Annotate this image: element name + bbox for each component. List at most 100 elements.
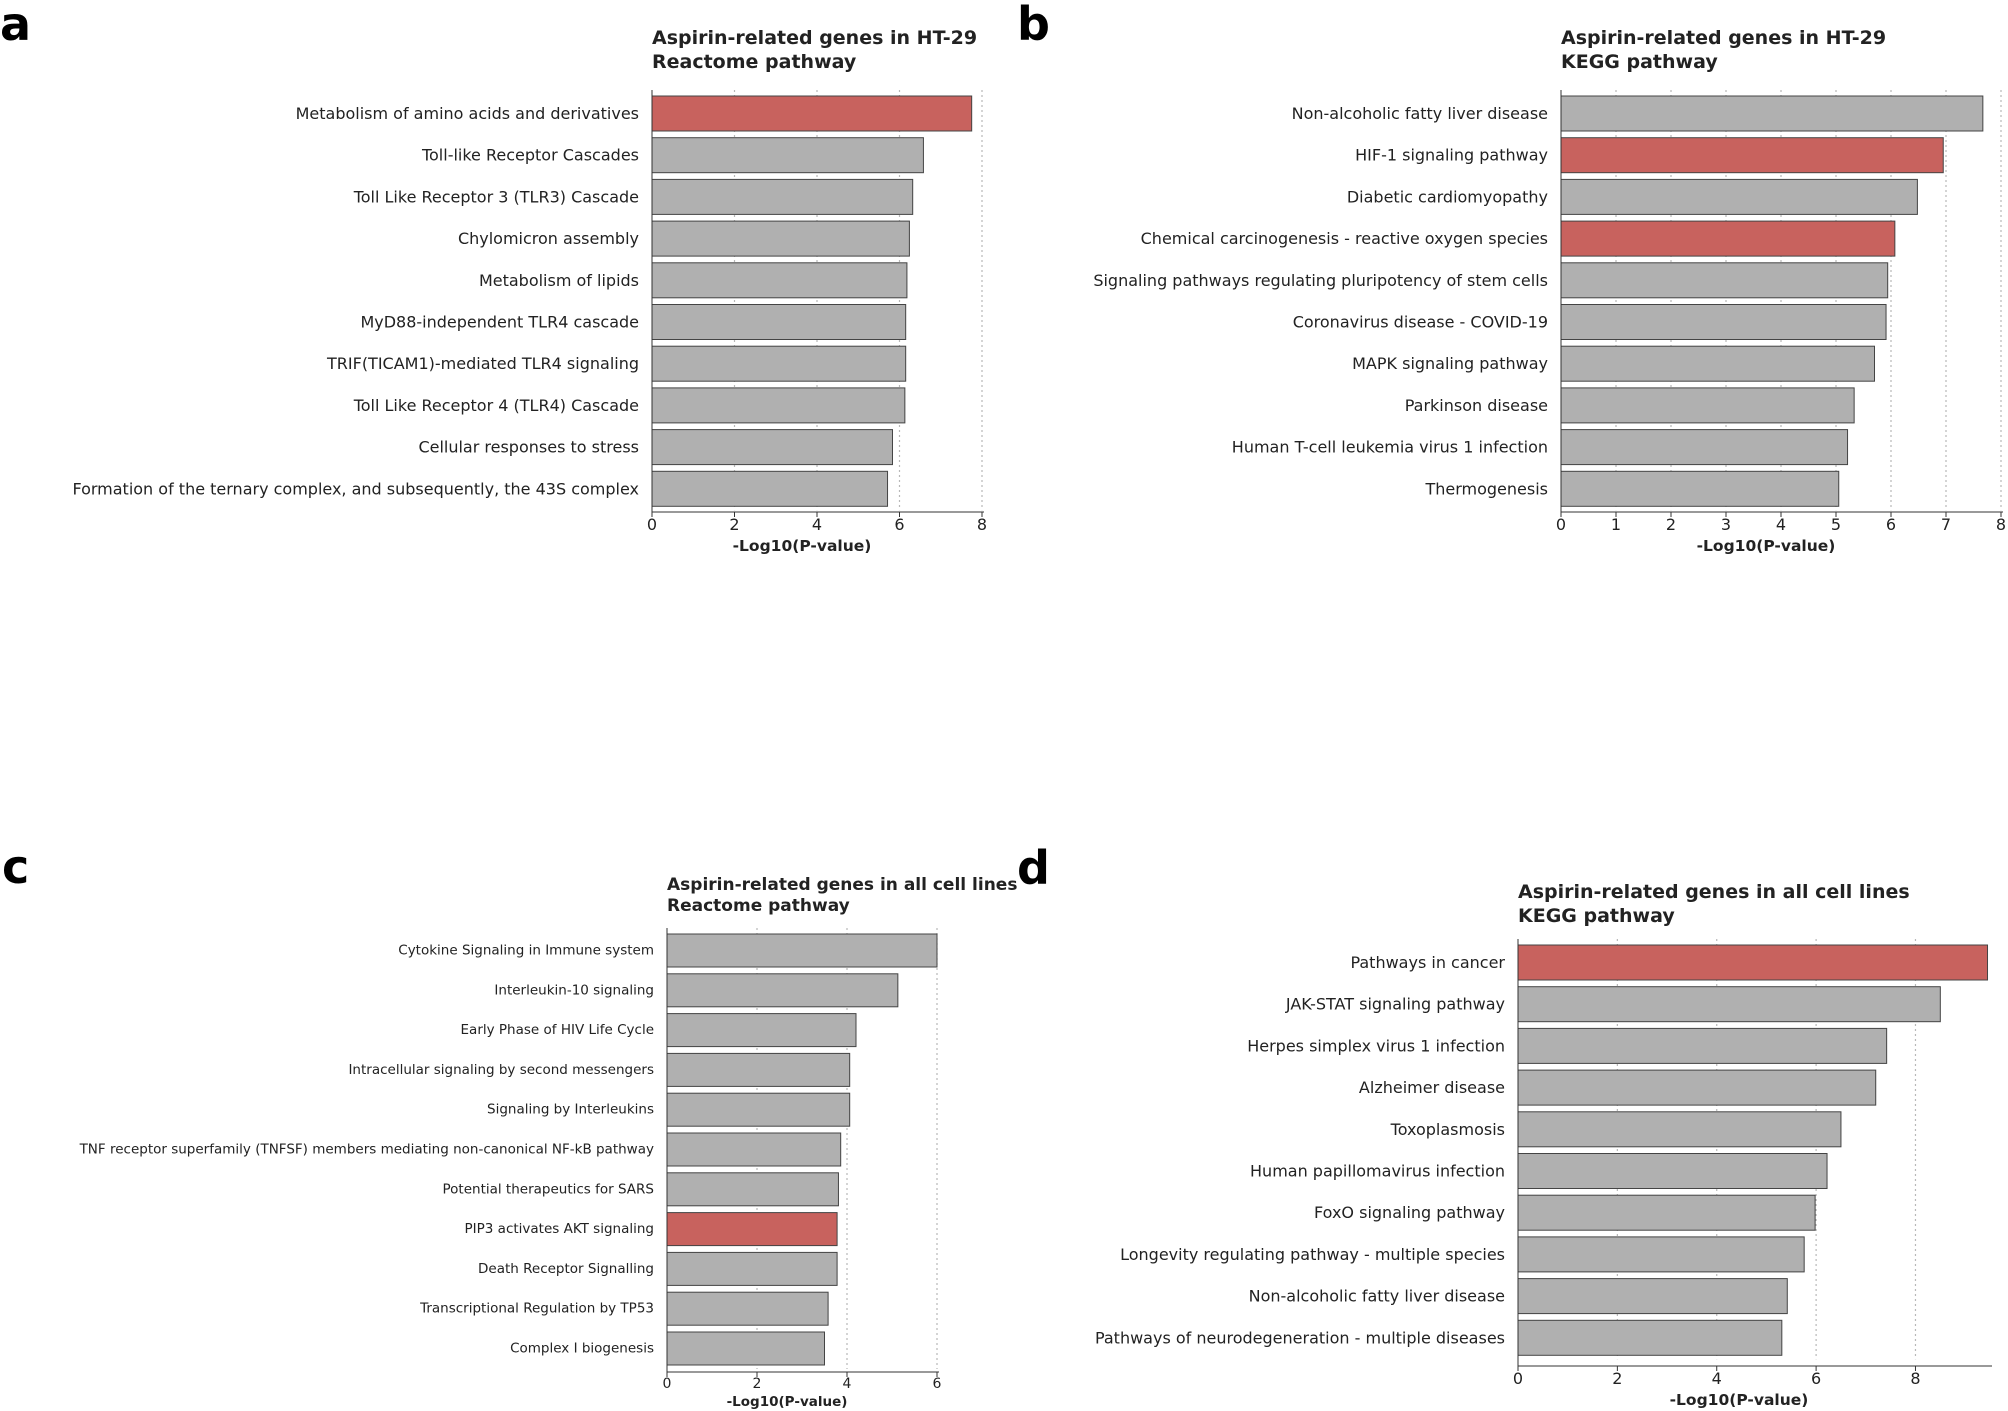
- x-tick-label: 0: [647, 515, 657, 534]
- chart-panel-d: d Aspirin-related genes in all cell lines…: [1017, 841, 1992, 1409]
- bar: [1517, 1278, 1788, 1315]
- chart-title: KEGG pathway: [1518, 905, 1675, 927]
- bar: [651, 262, 908, 299]
- category-label: Metabolism of amino acids and derivative…: [296, 104, 639, 123]
- category-label: FoxO signaling pathway: [1314, 1203, 1505, 1222]
- category-label: Cytokine Signaling in Immune system: [398, 943, 654, 959]
- bar: [651, 178, 914, 215]
- x-tick-label: 0: [1513, 1369, 1523, 1388]
- bar: [651, 429, 893, 466]
- category-label: Potential therapeutics for SARS: [443, 1181, 655, 1197]
- category-label: Chylomicron assembly: [458, 229, 639, 248]
- x-tick-label: 4: [1776, 515, 1786, 534]
- bar: [666, 1052, 851, 1087]
- bar: [1560, 262, 1889, 299]
- category-label: Pathways in cancer: [1350, 953, 1505, 972]
- x-tick-label: 0: [663, 1376, 672, 1392]
- category-label: JAK-STAT signaling pathway: [1285, 995, 1505, 1014]
- bar: [651, 345, 907, 382]
- x-tick-label: 7: [1941, 515, 1951, 534]
- bar: [1560, 345, 1875, 382]
- x-tick-label: 6: [1886, 515, 1896, 534]
- category-label: Cellular responses to stress: [418, 438, 639, 457]
- bar: [1560, 470, 1840, 507]
- category-label: TNF receptor superfamily (TNFSF) members…: [79, 1142, 654, 1158]
- bar: [651, 304, 907, 340]
- category-label: Early Phase of HIV Life Cycle: [461, 1022, 654, 1038]
- category-label: Complex I biogenesis: [510, 1341, 654, 1357]
- chart-title: Aspirin-related genes in HT-29: [1561, 27, 1886, 49]
- bar-highlighted: [666, 1212, 838, 1247]
- category-label: Toll Like Receptor 3 (TLR3) Cascade: [353, 187, 639, 206]
- x-tick-label: 4: [1712, 1369, 1722, 1388]
- bar: [666, 1013, 857, 1048]
- category-label: Pathways of neurodegeneration - multiple…: [1095, 1328, 1505, 1347]
- x-tick-label: 6: [894, 515, 904, 534]
- chart-title: Aspirin-related genes in all cell lines: [667, 875, 1017, 895]
- x-tick-label: 5: [1831, 515, 1841, 534]
- category-label: Signaling by Interleukins: [487, 1102, 654, 1118]
- chart-panel-c: c Aspirin-related genes in all cell lines…: [2, 840, 1017, 1410]
- bar: [666, 1132, 842, 1167]
- x-tick-label: 8: [1996, 515, 2006, 534]
- category-label: Human T-cell leukemia virus 1 infection: [1232, 438, 1548, 457]
- category-label: Parkinson disease: [1405, 396, 1548, 415]
- bar: [1517, 1111, 1842, 1148]
- bar: [1517, 1319, 1783, 1356]
- bar: [1560, 178, 1918, 215]
- x-tick-label: 3: [1721, 515, 1731, 534]
- x-tick-label: 2: [1666, 515, 1676, 534]
- category-label: Diabetic cardiomyopathy: [1347, 187, 1548, 206]
- bar: [1517, 1027, 1888, 1064]
- category-label: Chemical carcinogenesis - reactive oxyge…: [1141, 229, 1548, 248]
- category-label: Intracellular signaling by second messen…: [348, 1062, 654, 1078]
- category-label: MAPK signaling pathway: [1352, 354, 1548, 373]
- bar-highlighted: [1560, 220, 1896, 257]
- category-label: Metabolism of lipids: [479, 271, 639, 290]
- category-label: Human papillomavirus infection: [1250, 1162, 1505, 1181]
- bar: [1517, 1069, 1877, 1106]
- x-tick-label: 8: [977, 515, 987, 534]
- x-tick-label: 4: [812, 515, 822, 534]
- bar: [651, 137, 924, 174]
- category-label: Herpes simplex virus 1 infection: [1247, 1036, 1505, 1055]
- bar: [1517, 1194, 1816, 1231]
- bar: [1517, 1236, 1805, 1273]
- x-axis-label: -Log10(P-value): [1697, 537, 1836, 555]
- category-label: HIF-1 signaling pathway: [1355, 146, 1548, 165]
- bar: [666, 1251, 838, 1286]
- x-tick-label: 6: [1811, 1369, 1821, 1388]
- category-label: Toll-like Receptor Cascades: [421, 146, 639, 165]
- category-label: Toll Like Receptor 4 (TLR4) Cascade: [353, 396, 639, 415]
- bar: [651, 470, 889, 507]
- x-tick-label: 6: [933, 1376, 942, 1392]
- category-label: Non-alcoholic fatty liver disease: [1249, 1287, 1505, 1306]
- category-label: Toxoplasmosis: [1390, 1120, 1505, 1139]
- category-label: Non-alcoholic fatty liver disease: [1292, 104, 1548, 123]
- chart-title: KEGG pathway: [1561, 51, 1718, 73]
- bar: [666, 1172, 839, 1207]
- bar: [1560, 95, 1984, 132]
- category-label: Longevity regulating pathway - multiple …: [1120, 1245, 1505, 1264]
- category-label: Coronavirus disease - COVID-19: [1293, 313, 1548, 332]
- x-tick-label: 8: [1910, 1369, 1920, 1388]
- category-label: Thermogenesis: [1424, 479, 1548, 498]
- bar: [666, 1331, 825, 1366]
- category-label: TRIF(TICAM1)-mediated TLR4 signaling: [326, 354, 639, 373]
- category-label: MyD88-independent TLR4 cascade: [360, 313, 639, 332]
- category-label: Signaling pathways regulating pluripoten…: [1093, 271, 1548, 290]
- x-tick-label: 1: [1611, 515, 1621, 534]
- bar: [651, 387, 906, 424]
- bar: [1560, 429, 1849, 466]
- bar: [666, 1291, 829, 1326]
- x-tick-label: 2: [1612, 1369, 1622, 1388]
- x-tick-label: 0: [1556, 515, 1566, 534]
- panel-letter: a: [0, 0, 31, 51]
- bar-highlighted: [1560, 137, 1944, 174]
- bar: [666, 1092, 851, 1127]
- bar: [1517, 986, 1941, 1023]
- x-tick-label: 2: [753, 1376, 762, 1392]
- category-label: PIP3 activates AKT signaling: [465, 1221, 654, 1237]
